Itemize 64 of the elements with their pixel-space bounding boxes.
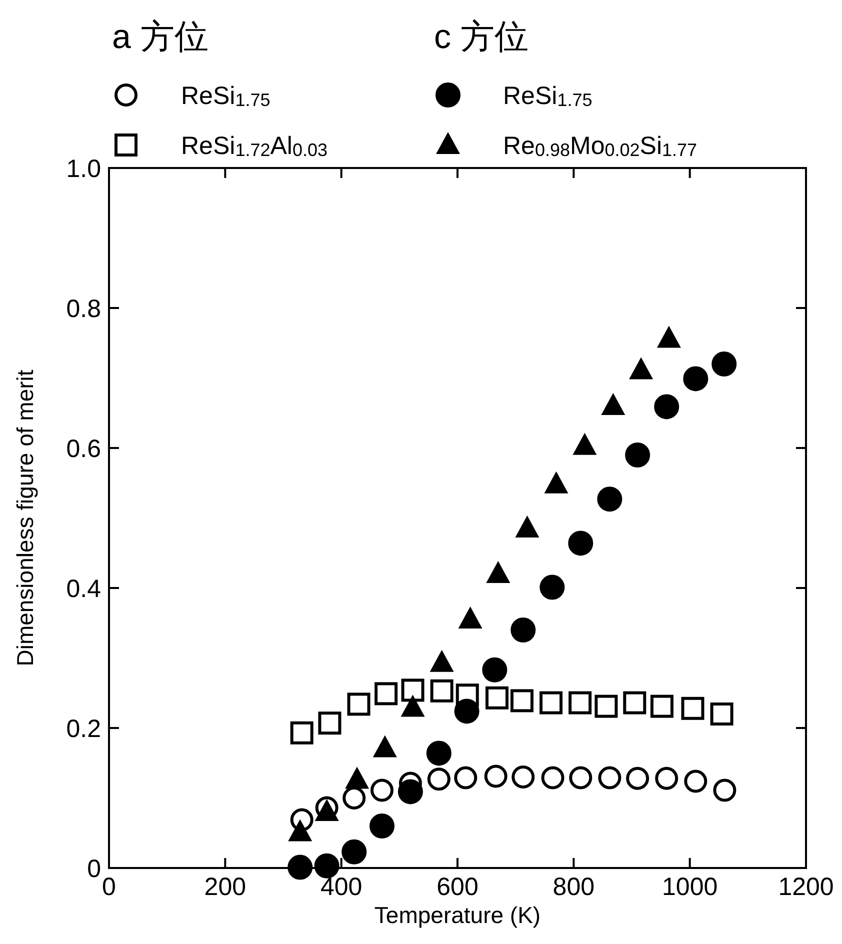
point — [712, 352, 737, 376]
point — [568, 530, 594, 556]
point — [374, 682, 398, 706]
point — [710, 702, 734, 726]
x-tick-label: 600 — [436, 873, 478, 901]
point — [484, 764, 508, 788]
point — [510, 618, 536, 642]
y-tick-label: 0.2 — [66, 715, 101, 743]
ylabel: Dimensionless figure of merit — [12, 370, 38, 666]
point — [540, 691, 563, 714]
point — [398, 779, 423, 804]
point — [512, 766, 535, 788]
point — [485, 686, 508, 710]
point — [594, 694, 618, 718]
point — [598, 766, 622, 790]
point — [314, 853, 340, 878]
y-tick-label: 0.6 — [66, 435, 101, 463]
y-tick-label: 0 — [87, 855, 101, 883]
point — [655, 766, 678, 790]
point — [626, 766, 650, 790]
legend-label: ReSi$_{1.75}$ — [181, 82, 270, 110]
point — [654, 394, 680, 420]
point — [369, 814, 394, 838]
point — [454, 766, 478, 790]
point — [625, 442, 650, 468]
legend-label: ReSi$_{1.72}$Al$_{0.03}$ — [181, 132, 328, 160]
xlabel: Temperature (K) — [374, 902, 541, 928]
x-tick-label: 200 — [204, 873, 246, 901]
text: a 方位 — [112, 18, 208, 56]
point — [454, 698, 480, 724]
text: c 方位 — [434, 18, 528, 56]
point — [623, 691, 646, 714]
point — [430, 679, 454, 702]
y-tick-label: 1.0 — [66, 155, 101, 183]
point — [681, 696, 704, 720]
y-tick-label: 0.8 — [66, 295, 101, 323]
point — [684, 770, 708, 793]
point — [482, 657, 508, 682]
x-tick-label: 1200 — [778, 873, 834, 901]
point — [597, 486, 622, 512]
y-tick-label: 0.4 — [66, 575, 102, 603]
point — [347, 692, 370, 716]
point — [540, 574, 565, 600]
x-tick-label: 800 — [552, 873, 595, 901]
legend-label: ReSi$_{1.75}$ — [503, 82, 592, 110]
point — [713, 778, 736, 802]
point — [569, 766, 592, 790]
point — [510, 689, 534, 712]
point — [401, 678, 424, 702]
x-tick-label: 400 — [320, 873, 362, 901]
point — [342, 839, 367, 864]
point — [290, 721, 314, 744]
point — [650, 694, 674, 718]
legend-label: Re$_{0.98}$Mo$_{0.02}$Si$_{1.77}$ — [503, 132, 698, 160]
point — [318, 712, 342, 735]
point — [342, 786, 366, 810]
point — [683, 366, 708, 392]
point — [426, 740, 452, 766]
point — [427, 768, 450, 791]
point — [568, 691, 592, 714]
point — [541, 766, 564, 790]
x-tick-label: 1000 — [662, 873, 718, 901]
point — [288, 854, 313, 880]
point — [370, 778, 394, 802]
